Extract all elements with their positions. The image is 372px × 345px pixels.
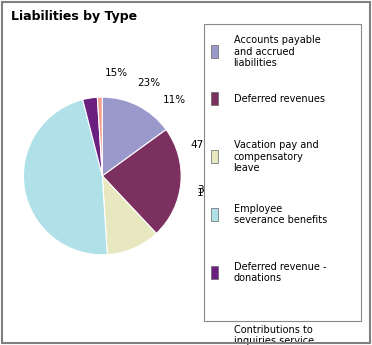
Wedge shape xyxy=(97,97,102,176)
Text: 47%: 47% xyxy=(190,140,213,150)
Text: 15%: 15% xyxy=(104,68,128,78)
Bar xyxy=(211,92,218,106)
Wedge shape xyxy=(102,130,181,234)
Wedge shape xyxy=(83,97,102,176)
Text: 3%: 3% xyxy=(197,185,214,195)
Bar xyxy=(211,208,218,221)
Bar xyxy=(211,150,218,164)
Text: 1%: 1% xyxy=(197,188,213,198)
Text: 23%: 23% xyxy=(137,78,160,88)
Wedge shape xyxy=(102,97,166,176)
Bar xyxy=(211,45,218,59)
Bar xyxy=(211,266,218,279)
Text: Deferred revenue -
donations: Deferred revenue - donations xyxy=(234,262,326,283)
FancyBboxPatch shape xyxy=(204,24,361,321)
Text: Deferred revenues: Deferred revenues xyxy=(234,93,325,104)
Text: Vacation pay and
compensatory
leave: Vacation pay and compensatory leave xyxy=(234,140,318,173)
Text: Liabilities by Type: Liabilities by Type xyxy=(11,10,137,23)
Text: Employee
severance benefits: Employee severance benefits xyxy=(234,204,327,225)
Wedge shape xyxy=(23,100,107,255)
Text: 11%: 11% xyxy=(163,96,186,106)
Wedge shape xyxy=(102,176,156,255)
Bar xyxy=(211,334,218,345)
Text: Contributions to
inquiries service
received in advance: Contributions to inquiries service recei… xyxy=(234,325,332,345)
Text: Accounts payable
and accrued
liabilities: Accounts payable and accrued liabilities xyxy=(234,35,320,68)
